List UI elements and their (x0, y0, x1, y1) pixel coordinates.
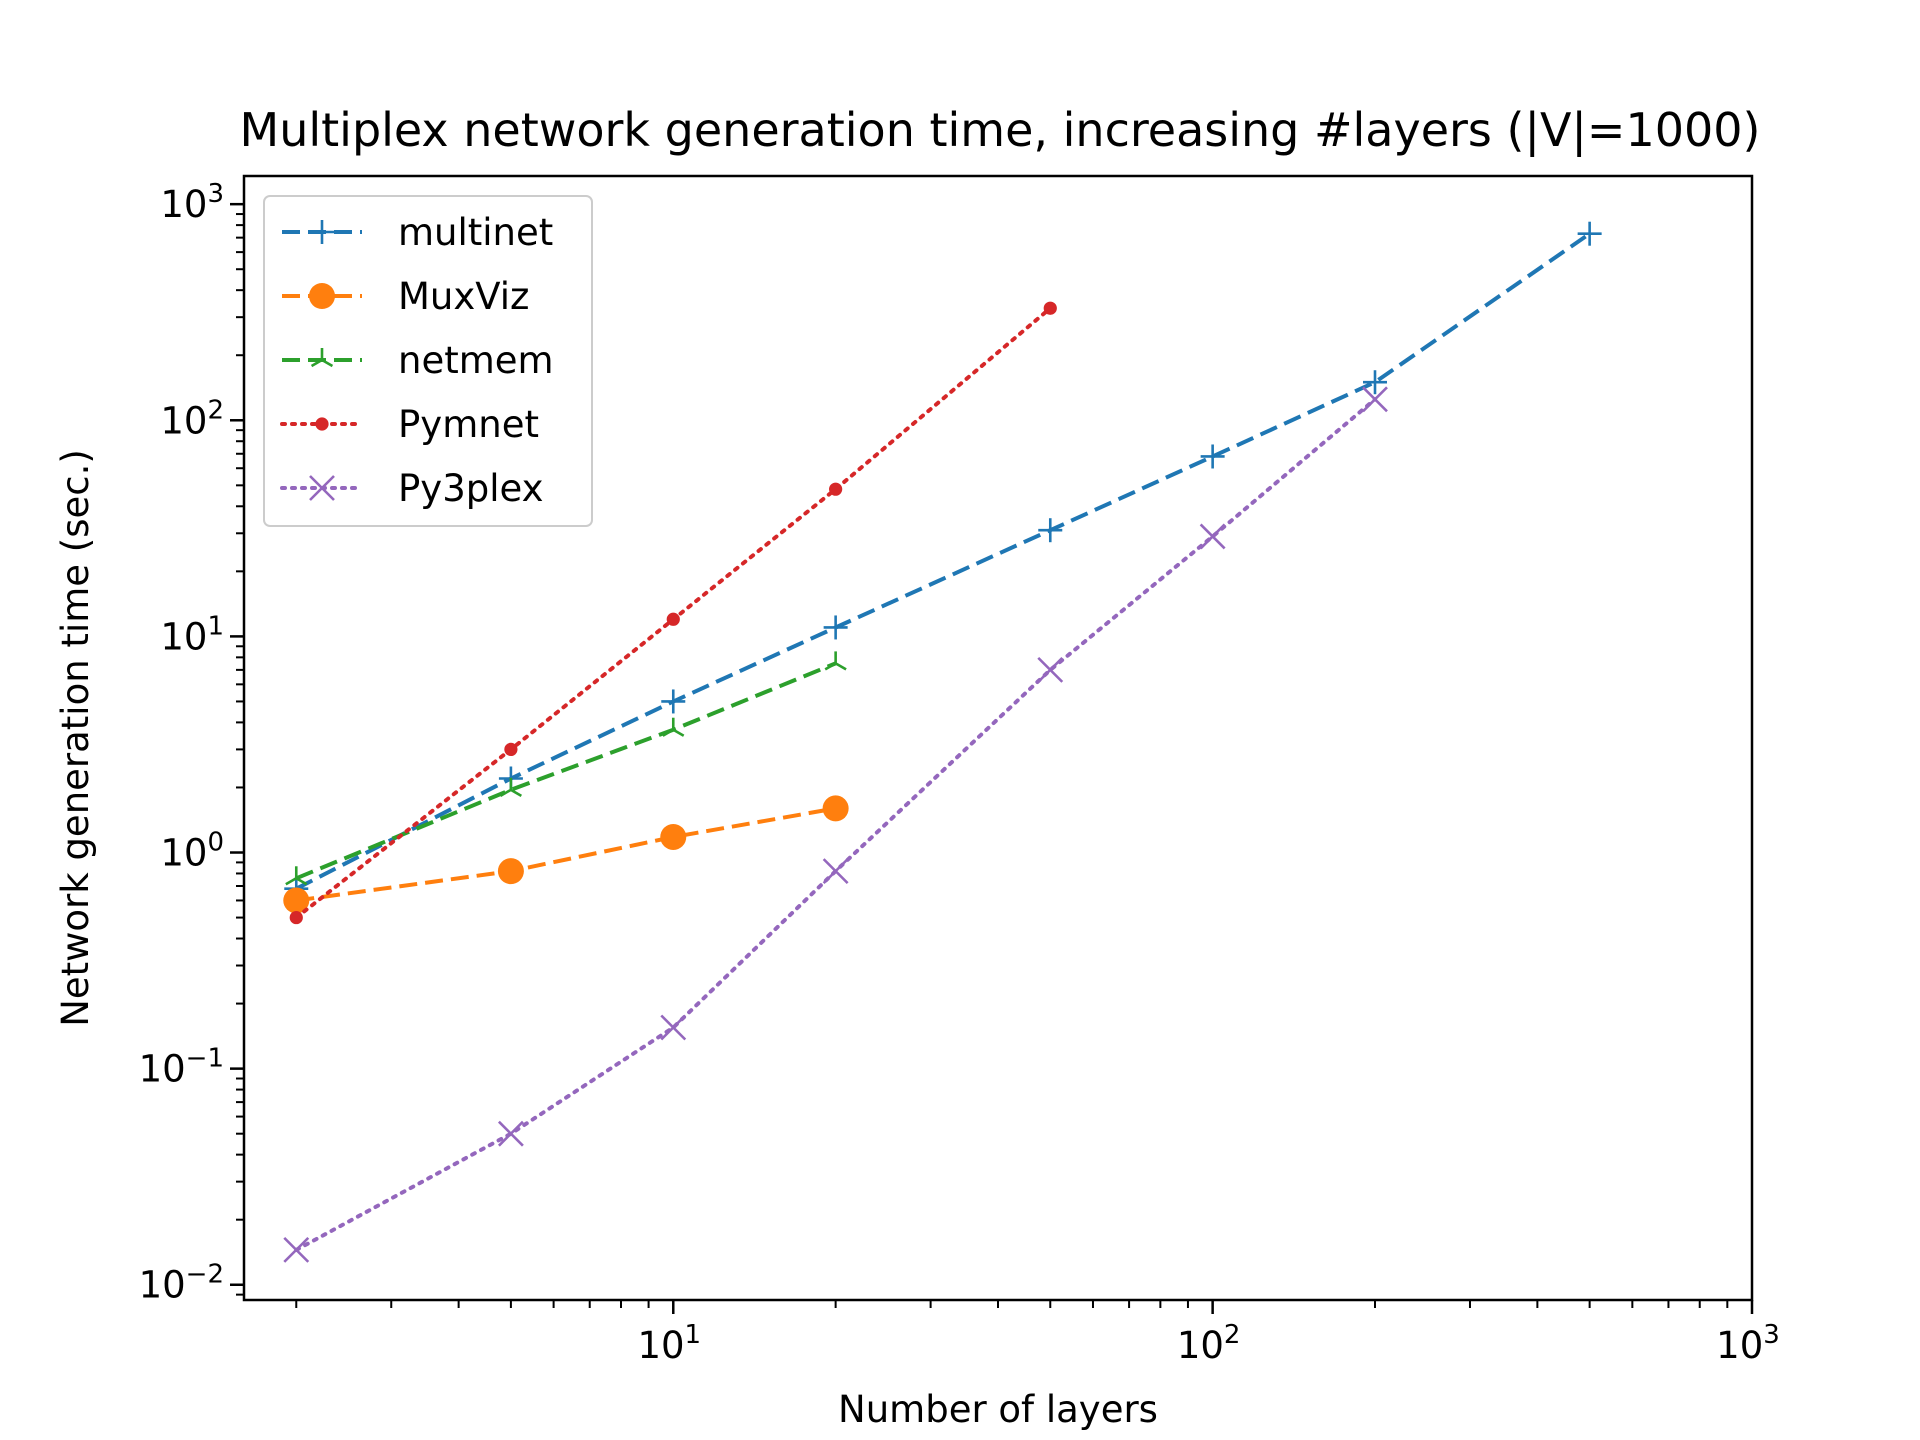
legend: multinet MuxViz netmem Pymnet Py3plex (263, 195, 593, 527)
data-point-netmem (285, 866, 308, 886)
data-point-py3plex (1037, 656, 1064, 683)
y-tick-label: 102 (160, 395, 224, 442)
x-tick-label: 102 (1177, 1320, 1241, 1367)
marker-stroke (310, 358, 323, 368)
data-point-netmem (499, 777, 522, 797)
legend-label: Py3plex (398, 467, 544, 510)
x-axis: 101 102 103 (295, 1300, 1780, 1367)
marker-stroke (285, 877, 297, 886)
series-layer (283, 221, 1602, 1263)
y-tick-label: 101 (160, 611, 224, 658)
legend-swatch-marker (310, 348, 334, 368)
marker-stroke (321, 358, 334, 368)
x-axis-label: Number of layers (838, 1388, 1158, 1431)
legend-item-pymnet: Pymnet (280, 403, 539, 446)
legend-swatch-marker (315, 417, 329, 431)
legend-item-multinet: multinet (282, 211, 553, 254)
series-netmem (285, 651, 847, 886)
marker-stroke (824, 662, 837, 671)
legend-swatch-marker (309, 283, 335, 309)
data-point-py3plex (283, 1236, 310, 1263)
series-line-netmem (295, 661, 837, 881)
data-point-pymnet (829, 482, 843, 496)
data-point-pymnet (289, 910, 303, 925)
marker-stroke (660, 1014, 687, 1041)
series-multinet (284, 221, 1602, 901)
marker-stroke (662, 728, 674, 737)
y-tick-label: 10−1 (139, 1044, 224, 1091)
legend-swatch-marker (309, 475, 335, 501)
legend-item-muxviz: MuxViz (282, 275, 529, 318)
axes-frame (242, 174, 1754, 1302)
marker-stroke (283, 1236, 310, 1263)
legend-label: MuxViz (398, 275, 529, 318)
series-py3plex (283, 386, 1388, 1263)
legend-swatch-marker (310, 220, 334, 244)
legend-label: multinet (398, 211, 553, 254)
marker-stroke (822, 858, 849, 885)
marker-stroke (309, 475, 335, 501)
legend-item-py3plex: Py3plex (280, 467, 544, 510)
marker-stroke (497, 1120, 524, 1147)
data-point-py3plex (1362, 386, 1388, 413)
series-pymnet (289, 301, 1057, 925)
series-line-muxviz (296, 806, 836, 903)
x-tick-label: 101 (637, 1320, 701, 1367)
data-point-muxviz (497, 858, 524, 885)
x-tick-label: 103 (1716, 1320, 1780, 1367)
chart-title: Multiplex network generation time, incre… (240, 103, 1761, 158)
data-point-py3plex (497, 1120, 524, 1147)
marker-stroke (1037, 656, 1064, 683)
data-point-multinet (661, 689, 686, 714)
data-point-multinet (1363, 370, 1387, 395)
y-axis-label: Network generation time (sec.) (54, 449, 97, 1027)
data-point-multinet (823, 615, 848, 640)
data-point-netmem (824, 651, 847, 671)
marker-stroke (1199, 523, 1226, 550)
y-tick-label: 100 (160, 828, 224, 875)
legend-label: netmem (398, 339, 554, 382)
data-point-pymnet (666, 612, 680, 626)
series-muxviz (283, 795, 849, 914)
marker-stroke (510, 788, 522, 797)
data-point-multinet (1577, 221, 1602, 246)
marker-stroke (295, 877, 308, 886)
y-axis: 10−2 10−1 100 101 102 103 (139, 179, 244, 1307)
data-point-multinet (1038, 518, 1063, 543)
y-tick-label: 10−2 (139, 1260, 224, 1307)
data-point-muxviz (283, 887, 310, 914)
series-line-multinet (295, 232, 1591, 891)
legend-item-netmem: netmem (282, 339, 554, 382)
data-point-pymnet (504, 742, 518, 757)
data-point-py3plex (822, 858, 849, 885)
legend-box (263, 195, 593, 527)
data-point-pymnet (1043, 301, 1057, 315)
data-point-multinet (1200, 444, 1225, 469)
data-point-py3plex (1199, 523, 1226, 550)
legend-label: Pymnet (398, 403, 539, 446)
marker-stroke (499, 788, 512, 797)
marker-stroke (672, 728, 685, 737)
data-point-py3plex (660, 1014, 687, 1041)
marker-stroke (834, 662, 847, 671)
y-tick-label: 103 (160, 179, 224, 226)
data-point-muxviz (822, 795, 849, 822)
data-point-muxviz (660, 823, 687, 850)
marker-stroke (1362, 386, 1388, 413)
data-point-netmem (662, 717, 685, 737)
